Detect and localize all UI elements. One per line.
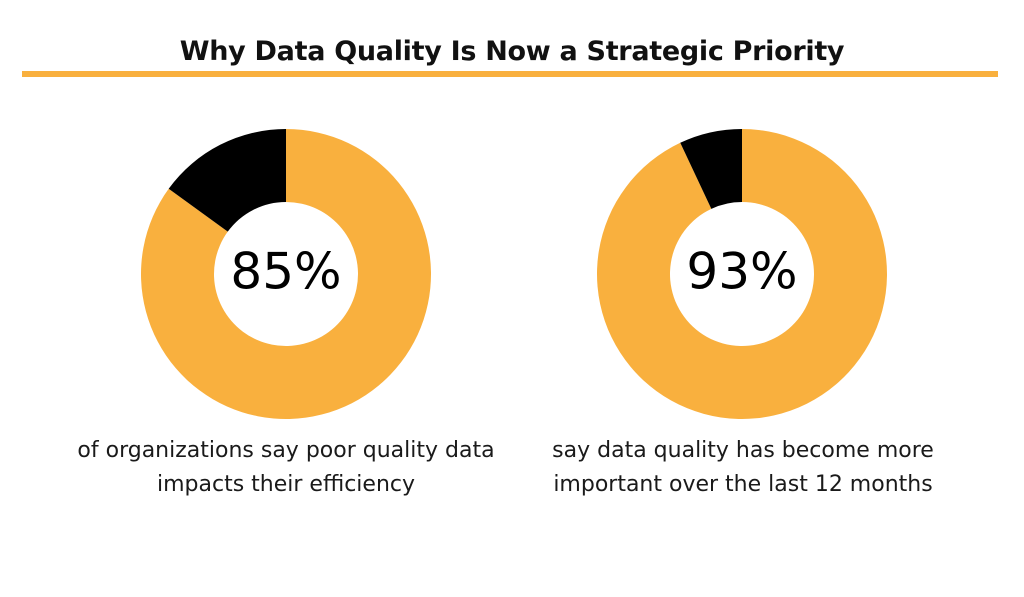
donut-chart-2: 93%	[596, 129, 887, 419]
donut-1-caption: of organizations say poor quality data i…	[77, 438, 495, 497]
donut-2-caption: say data quality has become more importa…	[552, 438, 934, 497]
donut-2-slice-2	[680, 129, 742, 209]
donut-2-center-value: 93%	[686, 243, 797, 301]
title-underline	[22, 71, 998, 77]
donut-1-slice-1	[141, 129, 432, 419]
donut-1-center-value: 85%	[230, 243, 341, 301]
donut-chart-1: 85%	[141, 129, 432, 419]
donut-2-slice-1	[596, 129, 887, 419]
page-title: Why Data Quality Is Now a Strategic Prio…	[179, 36, 845, 67]
donut-1-slice-2	[168, 129, 286, 232]
